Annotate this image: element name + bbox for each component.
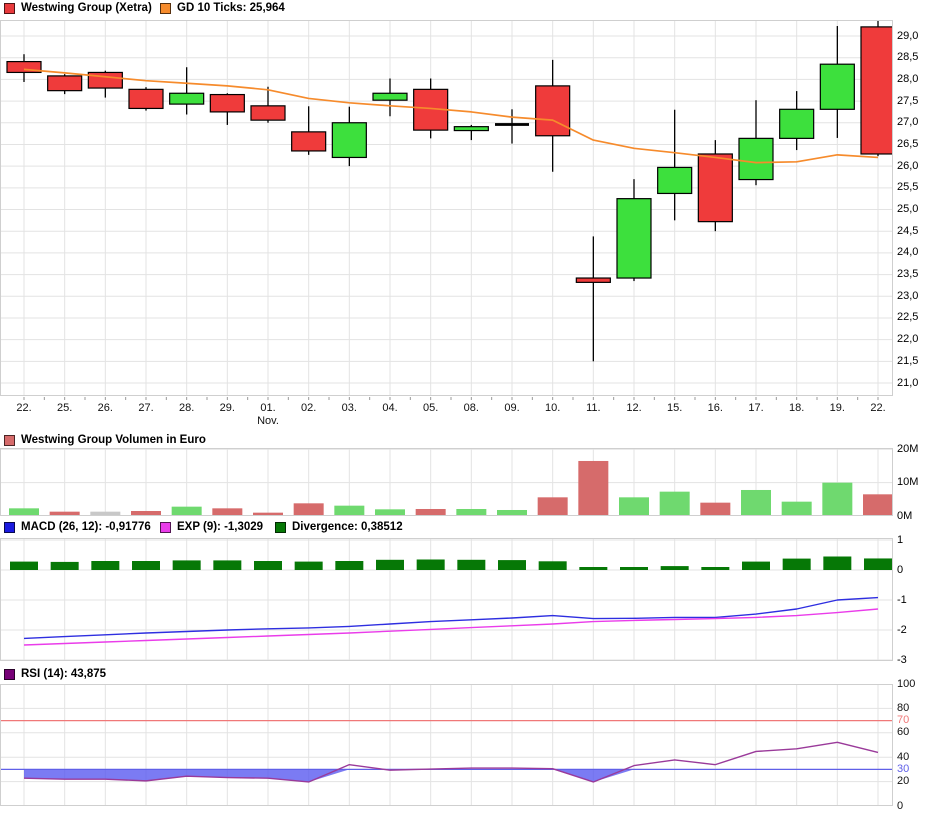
legend-label: Divergence: 0,38512	[292, 521, 403, 533]
panel-rsi: RSI (14): 43,875 100 80 70 60 40 30 20 0	[0, 666, 940, 814]
legend-label: EXP (9): -1,3029	[177, 521, 264, 533]
legend-item: RSI (14): 43,875	[4, 666, 106, 682]
date-tick-label: 18.	[789, 402, 805, 414]
rsi-svg	[0, 684, 893, 806]
macd-svg	[0, 538, 893, 661]
date-tick-label: 25.	[57, 402, 73, 414]
date-tick-label: 08.	[463, 402, 479, 414]
date-tick-label: 19.	[829, 402, 845, 414]
legend-swatch-icon	[160, 2, 171, 14]
legend-item: EXP (9): -1,3029	[160, 519, 263, 535]
date-tick-label: 02.	[301, 402, 317, 414]
date-tick-label: 15.	[667, 402, 683, 414]
price-tick-label: 25,0	[897, 203, 919, 215]
legend-label: RSI (14): 43,875	[21, 668, 107, 680]
rsi-plot	[0, 684, 893, 806]
rsi-tick-label: 100	[897, 677, 916, 690]
legend-swatch-icon	[4, 521, 15, 533]
price-plot	[0, 20, 893, 396]
legend-item: Westwing Group Volumen in Euro	[4, 432, 206, 448]
price-tick-label: 26,5	[897, 137, 919, 150]
price-tick-label: 27,0	[897, 116, 919, 129]
month-label: Nov.	[257, 415, 279, 427]
date-tick-label: 17.	[748, 402, 764, 414]
price-tick-label: 21,0	[897, 376, 919, 389]
rsi-tick-label: 40	[897, 750, 910, 763]
date-tick-label: 29.	[219, 402, 235, 414]
legend-label: Westwing Group (Xetra)	[21, 2, 152, 14]
price-tick-label: 28,0	[897, 72, 919, 85]
date-tick-strip	[23, 397, 879, 400]
date-tick-label: 03.	[341, 402, 357, 414]
price-tick-label: 21,5	[897, 354, 919, 367]
date-tick-label: 16.	[707, 402, 723, 414]
volume-plot	[0, 448, 893, 516]
price-tick-label: 27,5	[897, 94, 919, 107]
macd-tick-label: 1	[897, 533, 904, 546]
date-tick-label: 22.	[870, 402, 886, 414]
panel-volume: Westwing Group Volumen in Euro 20M 10M 0M	[0, 432, 940, 522]
date-tick-label: 12.	[626, 402, 642, 414]
legend-item: Westwing Group (Xetra)	[4, 0, 152, 16]
legend-macd: MACD (26, 12): -0,91776 EXP (9): -1,3029 D…	[0, 519, 940, 535]
legend-item: GD 10 Ticks: 25,964	[160, 0, 285, 16]
rsi-tick-label: 30	[897, 762, 910, 775]
macd-tick-label: -3	[897, 653, 907, 666]
legend-price: Westwing Group (Xetra) GD 10 Ticks: 25,96…	[0, 0, 940, 16]
date-tick-label: 28.	[179, 402, 195, 414]
legend-volume: Westwing Group Volumen in Euro	[0, 432, 940, 448]
panel-macd: MACD (26, 12): -0,91776 EXP (9): -1,3029 D…	[0, 519, 940, 666]
price-tick-label: 29,0	[897, 29, 919, 42]
rsi-tick-label: 0	[897, 799, 904, 812]
legend-label: GD 10 Ticks: 25,964	[177, 2, 285, 14]
price-tick-label: 22,5	[897, 311, 919, 324]
macd-tick-label: -1	[897, 593, 907, 606]
price-tick-label: 25,5	[897, 181, 919, 194]
legend-swatch-icon	[4, 668, 15, 680]
macd-tick-label: 0	[897, 563, 904, 576]
legend-item: MACD (26, 12): -0,91776	[4, 519, 151, 535]
volume-tick-label: 0M	[897, 509, 913, 522]
macd-tick-label: -2	[897, 623, 907, 636]
legend-swatch-icon	[275, 521, 286, 533]
price-tick-label: 28,5	[897, 51, 919, 64]
date-tick-label: 11.	[586, 402, 601, 414]
legend-label: Westwing Group Volumen in Euro	[21, 434, 206, 446]
date-tick-label: 27.	[138, 402, 154, 414]
date-tick-label: 26.	[97, 402, 113, 414]
price-tick-label: 26,0	[897, 159, 919, 172]
legend-label: MACD (26, 12): -0,91776	[21, 521, 151, 533]
price-tick-label: 24,5	[897, 224, 919, 237]
price-tick-label: 23,0	[897, 289, 919, 302]
legend-swatch-icon	[160, 521, 171, 533]
legend-swatch-icon	[4, 2, 15, 14]
date-tick-label: 01.	[260, 402, 276, 414]
legend-rsi: RSI (14): 43,875	[0, 666, 940, 682]
date-tick-label: 22.	[16, 402, 32, 414]
volume-tick-label: 20M	[897, 442, 919, 455]
date-tick-label: 09.	[504, 402, 520, 414]
macd-plot	[0, 538, 893, 661]
rsi-tick-label: 20	[897, 775, 910, 788]
price-tick-label: 23,5	[897, 268, 919, 281]
rsi-tick-label: 70	[897, 714, 910, 727]
candlestick-svg	[0, 20, 893, 396]
date-tick-label: 10.	[545, 402, 561, 414]
rsi-tick-label: 80	[897, 701, 910, 714]
date-tick-label: 04.	[382, 402, 398, 414]
legend-swatch-icon	[4, 434, 15, 446]
volume-svg	[0, 448, 893, 516]
date-tick-label: 05.	[423, 402, 439, 414]
price-tick-label: 22,0	[897, 333, 919, 346]
legend-item: Divergence: 0,38512	[275, 519, 403, 535]
date-axis: 22. 25. 26. 27. 28. 29. 01. 02. 03. 04. 05. 08. 09. 1…	[0, 397, 940, 431]
price-tick-label: 24,0	[897, 246, 919, 259]
panel-price: Westwing Group (Xetra) GD 10 Ticks: 25,96…	[0, 0, 940, 431]
rsi-tick-label: 60	[897, 726, 910, 739]
volume-tick-label: 10M	[897, 476, 919, 489]
